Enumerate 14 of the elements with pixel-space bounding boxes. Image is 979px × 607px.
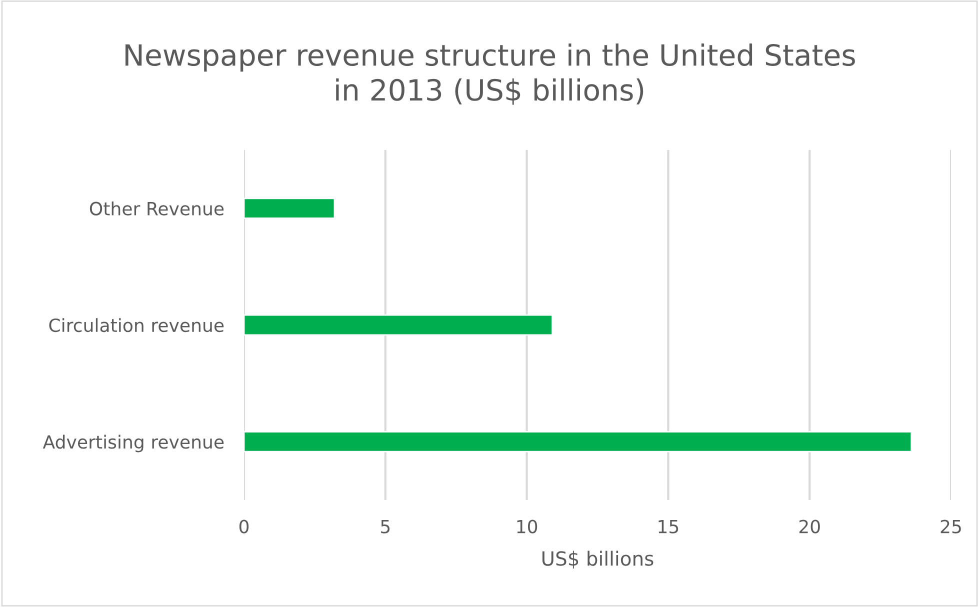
x-tick-label: 25 [940, 520, 961, 534]
x-tick-label: 15 [658, 520, 678, 534]
x-tick-label: 5 [381, 520, 390, 534]
y-tick-label: Advertising revenue [42, 434, 224, 452]
x-axis-title: US$ billions [542, 550, 654, 568]
bar [244, 198, 336, 219]
bar [244, 314, 553, 336]
bar [244, 431, 912, 452]
x-tick-label: 20 [799, 520, 820, 534]
x-tick-label: 10 [517, 520, 538, 534]
chart-title: Newspaper revenue structure in the United States in 2013 (US$ billions) [126, 43, 855, 105]
y-tick-label: Other Revenue [90, 201, 224, 216]
y-tick-label: Circulation revenue [49, 318, 224, 332]
x-tick-label: 0 [239, 520, 249, 534]
